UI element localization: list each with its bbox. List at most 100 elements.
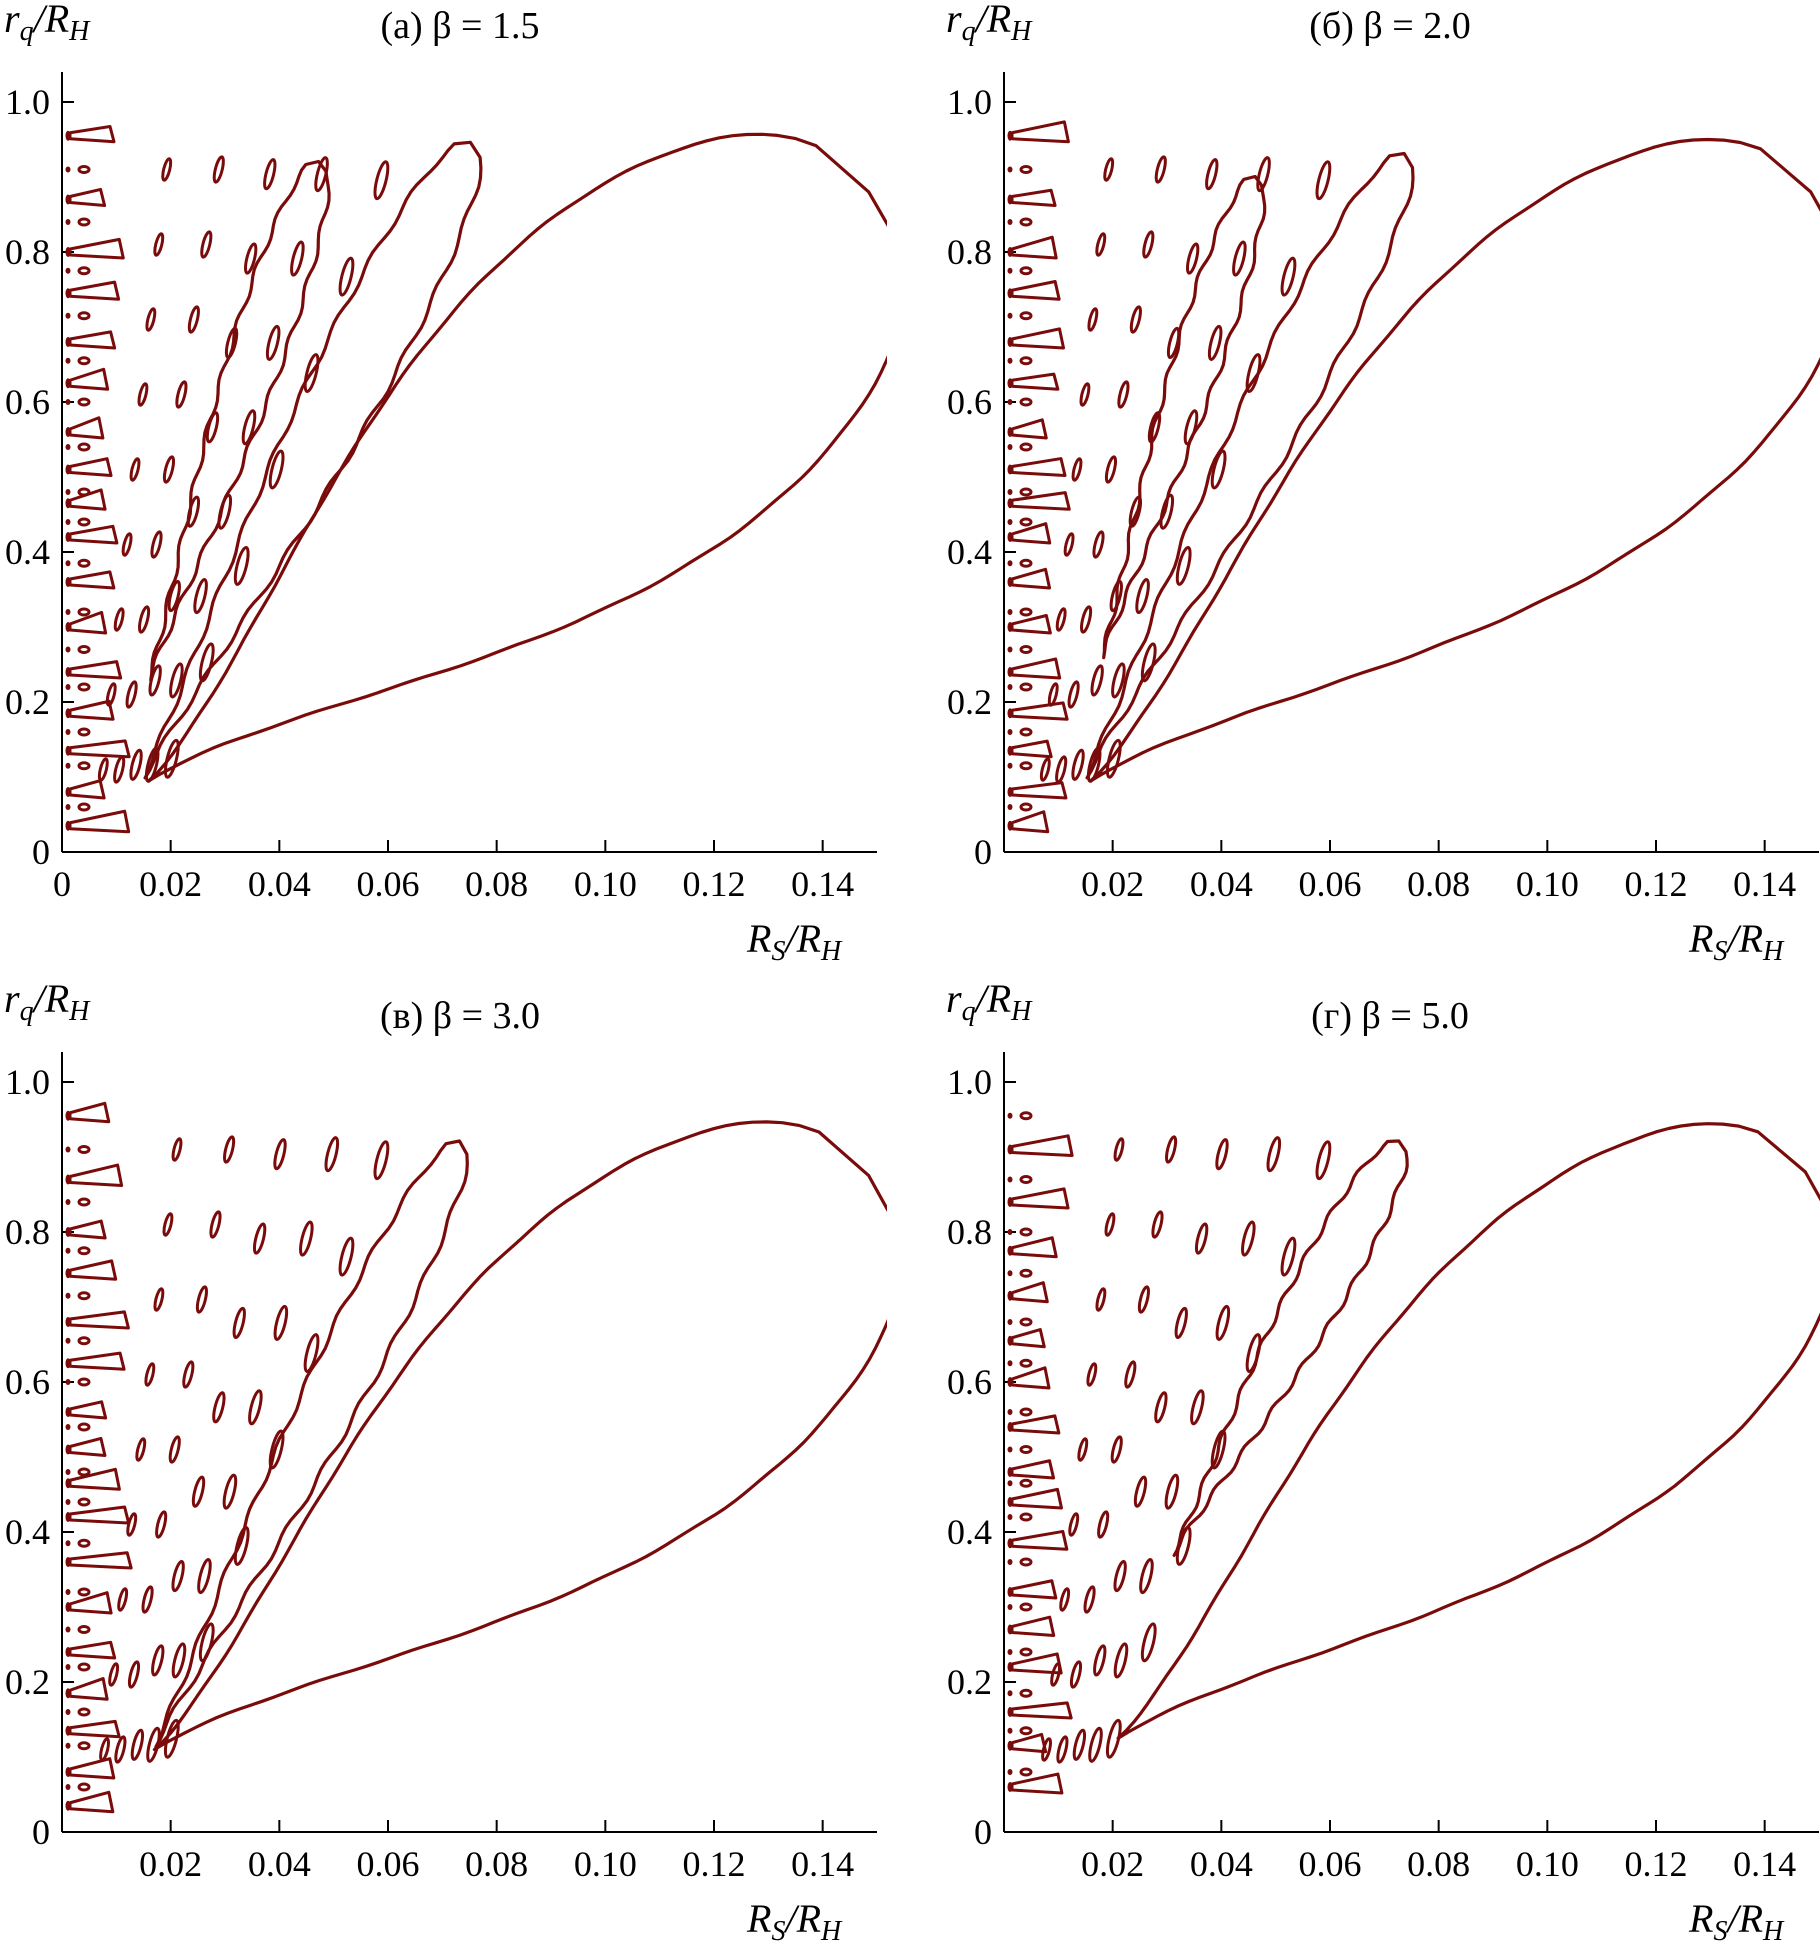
contour-dot [65, 646, 71, 653]
contour-ellipse [1071, 748, 1085, 781]
x-tick-label: 0.06 [357, 1844, 420, 1884]
contour-island [68, 1640, 117, 1660]
contour-dot [65, 1469, 71, 1475]
contour-dot [65, 166, 71, 173]
y-tick-label: 1.0 [5, 1062, 50, 1102]
y-tick-label: 1.0 [5, 82, 50, 122]
contour-island [1019, 517, 1033, 527]
x-tick-label: 0.10 [1516, 864, 1579, 904]
contour-island [68, 610, 108, 635]
contour-ellipse [273, 1304, 289, 1341]
contour-main-lobe [147, 132, 887, 783]
x-tick-label: 0.12 [1625, 1844, 1688, 1884]
contour-dot [65, 1626, 71, 1633]
contour-island [1010, 1652, 1063, 1675]
contour-island [68, 1505, 131, 1525]
x-tick-label: 0.06 [1299, 864, 1362, 904]
y-tick-label: 0.2 [947, 682, 992, 722]
contour-island [68, 1719, 121, 1739]
y-tick-label: 1.0 [947, 82, 992, 122]
contour-island [68, 570, 116, 590]
contour-island [1019, 1358, 1033, 1368]
contour-ellipse [162, 1212, 174, 1237]
y-tick-label: 1.0 [947, 1062, 992, 1102]
contour-island [77, 558, 91, 568]
contour-island [1019, 607, 1033, 617]
x-tick-label: 0.02 [139, 864, 202, 904]
contour-island [68, 330, 117, 350]
x-tick-label: 0.06 [1299, 1844, 1362, 1884]
x-tick-label: 0.04 [248, 1844, 311, 1884]
contour-island [68, 1163, 124, 1187]
contour-island [1010, 701, 1069, 721]
contour-ellipse [1086, 746, 1102, 783]
contour-island [68, 187, 107, 207]
contour-ellipse [1113, 1137, 1125, 1162]
y-tick-label: 0 [32, 832, 50, 872]
x-axis-label: RS/RH [746, 916, 843, 967]
x-axis-label: RS/RH [1688, 916, 1785, 967]
contour-island [68, 699, 115, 721]
contour-ellipse [182, 1360, 195, 1389]
contour-ellipse [1047, 682, 1059, 707]
contour-island [77, 1662, 91, 1672]
y-tick-label: 0.8 [5, 1212, 50, 1252]
contour-ellipse [338, 1236, 355, 1277]
contour-ellipse [117, 1587, 129, 1612]
contour-island [1010, 235, 1058, 260]
contour-second-lobe [1085, 151, 1415, 780]
contour-dot [1007, 219, 1013, 225]
contour-island [77, 1625, 91, 1634]
contour-dot [65, 762, 71, 769]
contour-island [1010, 1615, 1056, 1637]
contour-ellipse [1215, 1138, 1229, 1171]
contour-dot [1007, 729, 1013, 735]
contour-dot [1007, 1727, 1013, 1734]
contour-ellipse [1072, 1728, 1087, 1761]
y-axis-label: rq/RH [4, 0, 91, 47]
contour-ellipse [1210, 1429, 1227, 1470]
contour-dot [1007, 1604, 1013, 1610]
contour-ellipse [1205, 158, 1219, 191]
contour-island [68, 1757, 116, 1780]
contour-ellipse [130, 1728, 145, 1761]
contour-ellipse [144, 746, 160, 783]
contour-ellipse [167, 579, 181, 613]
contour-island [1019, 1317, 1033, 1327]
contour-dot [1007, 489, 1013, 495]
contour-island [77, 311, 91, 321]
contour-ellipse [1087, 307, 1099, 332]
y-tick-label: 0.2 [947, 1662, 992, 1702]
contour-ellipse [153, 1287, 165, 1312]
panel-b: 0.02 0.04 0.06 0.08 0.10 0.12 0.14 0 0.2 0.4 0.6 0.… [946, 0, 1820, 967]
contour-ellipse [290, 240, 305, 277]
contour-ellipse [1280, 1236, 1297, 1277]
contour-island [1010, 781, 1068, 800]
contour-island [77, 1246, 91, 1256]
contour-dot [1007, 1649, 1013, 1655]
contour-ellipse [171, 1642, 187, 1679]
contour-island [1019, 761, 1033, 771]
contour-ellipse [144, 1362, 156, 1387]
contour-island [68, 1400, 108, 1420]
contour-ellipse [373, 1140, 390, 1181]
contour-island [1010, 491, 1071, 511]
contour-ellipse [1080, 605, 1093, 634]
y-axis-label: rq/RH [946, 0, 1033, 47]
contour-dot [1007, 519, 1013, 525]
plot-area [65, 125, 887, 834]
contour-ellipse [198, 642, 215, 683]
contour-island [77, 1741, 91, 1751]
contour-island [1010, 567, 1052, 590]
contour-dot [65, 444, 71, 450]
contour-ellipse [233, 545, 250, 586]
contour-ellipse [108, 1662, 120, 1687]
contour-ellipse [268, 1429, 285, 1470]
contour-island [1010, 810, 1050, 834]
contour-ellipse [1245, 1333, 1262, 1374]
contour-dot [1007, 646, 1013, 653]
contour-dot [1007, 444, 1013, 450]
contour-island [77, 1291, 91, 1301]
contour-ellipse [268, 449, 285, 490]
contour-island [77, 607, 91, 617]
